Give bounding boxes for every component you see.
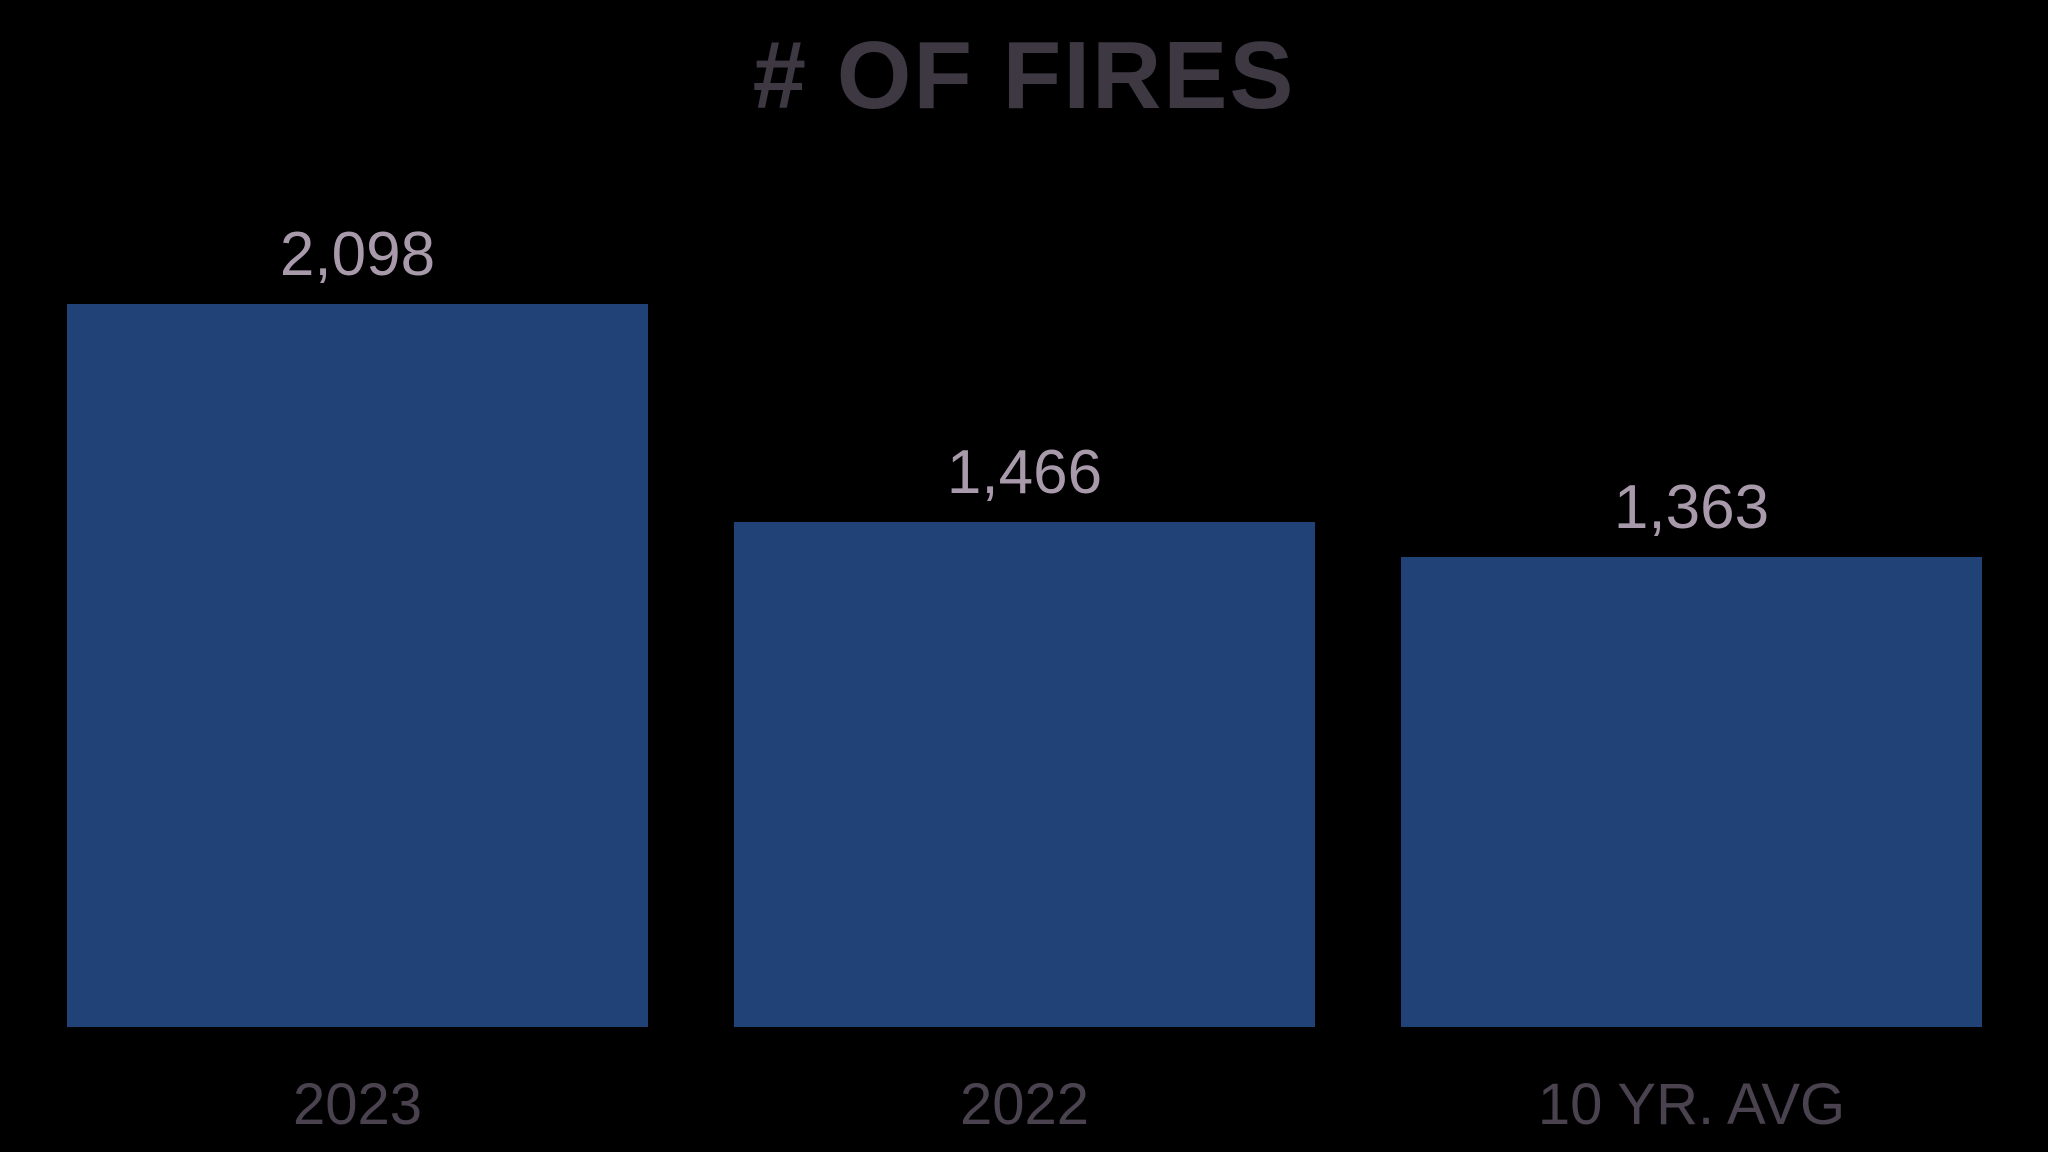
category-label: 2023 <box>292 1072 423 1137</box>
bar-column: 2,098 <box>67 218 648 1027</box>
chart-title: # OF FIRES <box>752 22 1296 129</box>
bar <box>67 304 648 1027</box>
bar <box>1401 557 1982 1027</box>
plot-area: 2,098 1,466 1,363 <box>67 220 1982 1027</box>
value-label: 1,466 <box>946 437 1103 507</box>
bar-column: 1,466 <box>734 436 1315 1027</box>
category-label: 2022 <box>959 1072 1090 1137</box>
value-label: 1,363 <box>1613 472 1770 542</box>
bar <box>734 522 1315 1027</box>
category-axis: 2023 2022 10 YR. AVG <box>67 1027 1982 1137</box>
value-label: 2,098 <box>279 219 436 289</box>
category-label: 10 YR. AVG <box>1537 1072 1846 1137</box>
bar-column: 1,363 <box>1401 471 1982 1027</box>
